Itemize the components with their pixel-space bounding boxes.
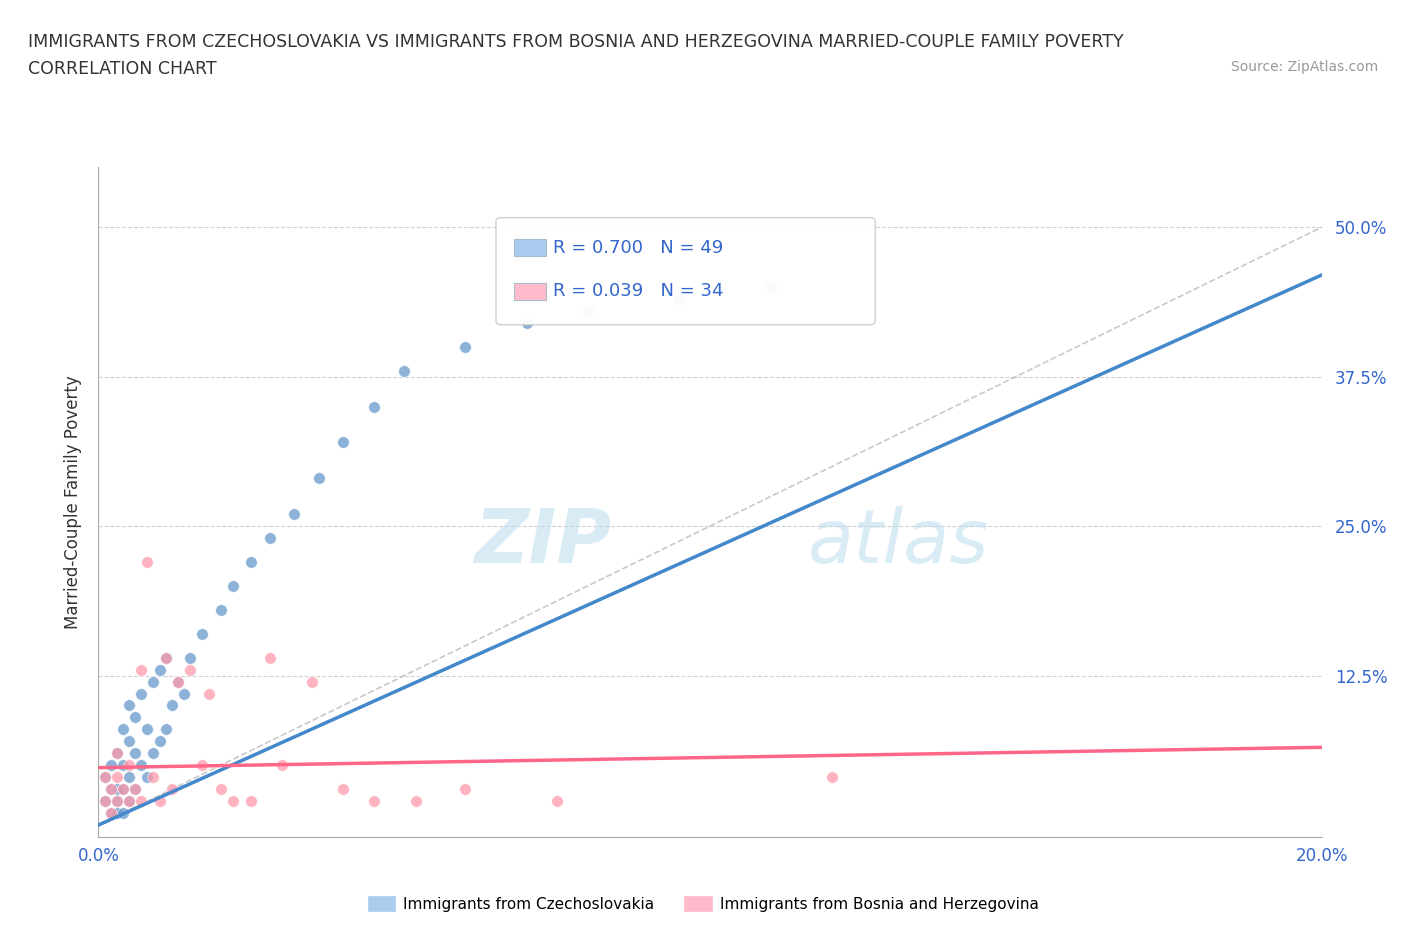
Point	[197, 686, 219, 701]
Point	[111, 782, 134, 797]
Point	[118, 758, 141, 773]
Point	[259, 650, 281, 665]
Point	[149, 734, 172, 749]
Point	[105, 746, 128, 761]
Point	[129, 793, 152, 808]
Point	[668, 291, 690, 306]
Legend: Immigrants from Czechoslovakia, Immigrants from Bosnia and Herzegovina: Immigrants from Czechoslovakia, Immigran…	[361, 889, 1045, 918]
Point	[105, 782, 128, 797]
Point	[270, 758, 292, 773]
Point	[160, 782, 183, 797]
Point	[167, 674, 190, 689]
Point	[111, 722, 134, 737]
Point	[149, 662, 172, 677]
Point	[240, 793, 263, 808]
Point	[105, 746, 128, 761]
Point	[179, 662, 201, 677]
FancyBboxPatch shape	[515, 239, 546, 257]
Point	[209, 603, 232, 618]
Point	[105, 805, 128, 820]
Point	[167, 674, 190, 689]
FancyBboxPatch shape	[496, 218, 875, 325]
Point	[124, 782, 146, 797]
Point	[111, 758, 134, 773]
Point	[454, 782, 477, 797]
Point	[240, 554, 263, 569]
Point	[160, 698, 183, 713]
Point	[118, 698, 141, 713]
Point	[179, 650, 201, 665]
Point	[93, 770, 115, 785]
Point	[129, 758, 152, 773]
Point	[759, 280, 782, 295]
Point	[124, 782, 146, 797]
Point	[576, 303, 599, 318]
Point	[155, 722, 177, 737]
FancyBboxPatch shape	[515, 283, 546, 300]
Text: CORRELATION CHART: CORRELATION CHART	[28, 60, 217, 78]
Point	[173, 686, 195, 701]
Point	[142, 746, 165, 761]
Point	[209, 782, 232, 797]
Point	[142, 770, 165, 785]
Text: Source: ZipAtlas.com: Source: ZipAtlas.com	[1230, 60, 1378, 74]
Point	[142, 674, 165, 689]
Point	[136, 554, 159, 569]
Point	[100, 782, 122, 797]
Point	[111, 805, 134, 820]
Point	[136, 722, 159, 737]
Point	[105, 793, 128, 808]
Point	[405, 793, 427, 808]
Y-axis label: Married-Couple Family Poverty: Married-Couple Family Poverty	[65, 376, 83, 629]
Point	[516, 315, 538, 330]
Point	[363, 793, 385, 808]
Point	[222, 578, 245, 593]
Point	[118, 770, 141, 785]
Point	[93, 770, 115, 785]
Point	[301, 674, 323, 689]
Point	[111, 782, 134, 797]
Point	[129, 686, 152, 701]
Point	[118, 793, 141, 808]
Point	[105, 770, 128, 785]
Point	[93, 793, 115, 808]
Point	[118, 734, 141, 749]
Point	[363, 399, 385, 414]
Point	[259, 531, 281, 546]
Point	[100, 782, 122, 797]
Point	[332, 435, 354, 450]
Point	[332, 782, 354, 797]
Point	[100, 805, 122, 820]
Text: atlas: atlas	[808, 506, 990, 578]
Text: ZIP: ZIP	[475, 506, 612, 578]
Point	[222, 793, 245, 808]
Point	[821, 770, 844, 785]
Point	[308, 471, 330, 485]
Point	[136, 770, 159, 785]
Point	[149, 793, 172, 808]
Point	[155, 650, 177, 665]
Point	[124, 710, 146, 724]
Text: IMMIGRANTS FROM CZECHOSLOVAKIA VS IMMIGRANTS FROM BOSNIA AND HERZEGOVINA MARRIED: IMMIGRANTS FROM CZECHOSLOVAKIA VS IMMIGR…	[28, 33, 1123, 50]
Point	[93, 793, 115, 808]
Point	[118, 793, 141, 808]
Point	[124, 746, 146, 761]
Point	[283, 507, 305, 522]
Text: R = 0.039   N = 34: R = 0.039 N = 34	[554, 283, 724, 300]
Point	[546, 793, 568, 808]
Point	[191, 626, 214, 641]
Point	[105, 793, 128, 808]
Point	[392, 364, 416, 379]
Point	[100, 758, 122, 773]
Point	[155, 650, 177, 665]
Point	[454, 339, 477, 354]
Text: R = 0.700   N = 49: R = 0.700 N = 49	[554, 239, 724, 257]
Point	[191, 758, 214, 773]
Point	[100, 805, 122, 820]
Point	[129, 662, 152, 677]
